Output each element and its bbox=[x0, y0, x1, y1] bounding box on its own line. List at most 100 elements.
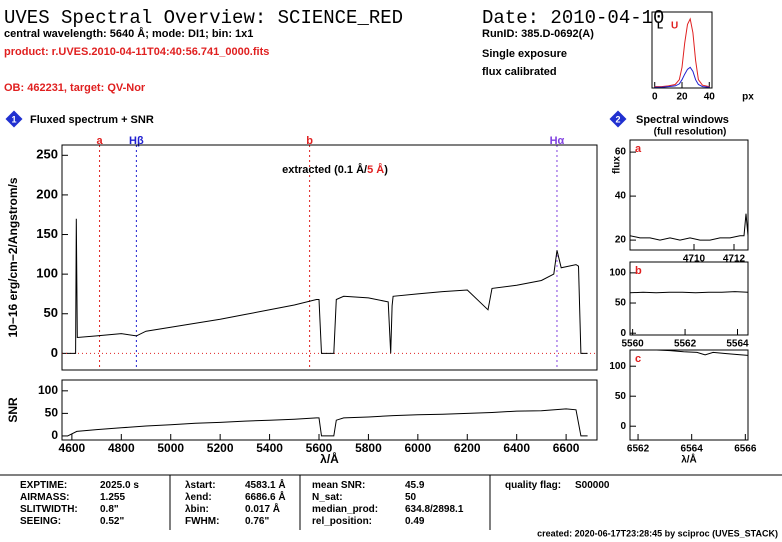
marker-label: b bbox=[306, 135, 313, 147]
x-tick-label: 6566 bbox=[734, 444, 757, 455]
x-tick-label: 6400 bbox=[503, 441, 530, 455]
x-tick-label: 6562 bbox=[627, 444, 650, 455]
note: Single exposure bbox=[482, 48, 567, 60]
footer-label: EXPTIME: bbox=[20, 480, 68, 491]
profile-label: U bbox=[671, 21, 678, 32]
series-line bbox=[630, 291, 748, 294]
frame bbox=[61, 379, 598, 441]
annotation-part: extracted (0.1 Å/ bbox=[282, 163, 367, 176]
x-axis-label: λ/Å bbox=[320, 451, 339, 466]
y-tick-label: 50 bbox=[615, 391, 627, 402]
x-tick-label: 6200 bbox=[454, 441, 481, 455]
plot-area bbox=[654, 17, 710, 88]
plot-area bbox=[67, 408, 588, 437]
x-tick-label: 4712 bbox=[723, 254, 746, 265]
footer-label: λbin: bbox=[185, 504, 209, 515]
footer-value: 45.9 bbox=[405, 480, 425, 491]
badge bbox=[609, 110, 627, 128]
series-line bbox=[630, 213, 748, 241]
footer-value: 0.8" bbox=[100, 504, 119, 515]
footer-value: 4583.1 Å bbox=[245, 480, 286, 491]
x-tick-label: 4800 bbox=[108, 441, 135, 455]
section-title: Spectral windows bbox=[636, 114, 729, 126]
y-tick-label: 0 bbox=[51, 428, 58, 442]
x-tick-label: 6600 bbox=[553, 441, 580, 455]
footer-value: S00000 bbox=[575, 480, 610, 491]
marker-label: a bbox=[96, 135, 103, 147]
footer-value: 0.017 Å bbox=[245, 504, 281, 515]
footer-value: 0.52" bbox=[100, 516, 125, 527]
y-tick-label: 20 bbox=[615, 235, 627, 246]
footer-label: median_prod: bbox=[312, 504, 379, 515]
footer-value: 0.49 bbox=[405, 516, 425, 527]
y-tick-label: 50 bbox=[45, 406, 59, 420]
footer-label: AIRMASS: bbox=[20, 492, 70, 503]
frame bbox=[629, 139, 749, 251]
footer-value: 634.8/2898.1 bbox=[405, 504, 464, 515]
badge-num: 2 bbox=[615, 114, 620, 124]
footer-label: λend: bbox=[185, 492, 212, 503]
title: UVES Spectral Overview: SCIENCE_RED bbox=[4, 7, 403, 29]
y-tick-label: 50 bbox=[44, 305, 58, 320]
window-title: c bbox=[635, 353, 641, 365]
footer-value: 1.255 bbox=[100, 492, 126, 503]
x-tick-label: 0 bbox=[652, 92, 658, 103]
y-tick-label: 0 bbox=[620, 328, 626, 339]
plot-area bbox=[630, 213, 748, 241]
x-axis-label: λ/Å bbox=[681, 453, 697, 466]
plot-area bbox=[630, 291, 748, 294]
x-tick-label: 20 bbox=[676, 92, 688, 103]
y-tick-label: 0 bbox=[620, 421, 626, 432]
window-title: b bbox=[635, 265, 642, 277]
x-tick-label: 5200 bbox=[207, 441, 234, 455]
x-tick-label: 4710 bbox=[683, 254, 706, 265]
annotation-part: 5 Å bbox=[367, 163, 384, 176]
marker-label: Hα bbox=[550, 135, 565, 147]
frame bbox=[629, 261, 749, 336]
y-tick-label: 200 bbox=[36, 186, 58, 201]
x-tick-label: 5562 bbox=[674, 339, 697, 350]
date: Date: 2010-04-10 bbox=[482, 7, 664, 29]
badge-num: 1 bbox=[11, 114, 16, 124]
product: product: r.UVES.2010-04-11T04:40:56.741_… bbox=[4, 46, 269, 58]
x-tick-label: 6564 bbox=[681, 444, 704, 455]
y-tick-label: 40 bbox=[615, 191, 627, 202]
footer-label: λstart: bbox=[185, 480, 216, 491]
y-tick-label: 100 bbox=[36, 266, 58, 281]
footer-label: N_sat: bbox=[312, 492, 343, 503]
runid: RunID: 385.D-0692(A) bbox=[482, 28, 594, 40]
footer-label: quality flag: bbox=[505, 480, 562, 491]
x-axis-label: px bbox=[742, 92, 754, 103]
x-tick-label: 5000 bbox=[157, 441, 184, 455]
footer-label: mean SNR: bbox=[312, 480, 366, 491]
x-tick-label: 5600 bbox=[306, 441, 333, 455]
ob: OB: 462231, target: QV-Nor bbox=[4, 82, 146, 94]
y-tick-label: 250 bbox=[36, 147, 58, 162]
badge bbox=[5, 110, 23, 128]
window-title: a bbox=[635, 143, 642, 155]
annotation-part: ) bbox=[384, 164, 388, 176]
x-tick-label: 5400 bbox=[256, 441, 283, 455]
series-line bbox=[654, 66, 710, 88]
footer-label: FWHM: bbox=[185, 516, 220, 527]
x-tick-label: 5564 bbox=[726, 339, 749, 350]
series-line bbox=[67, 408, 588, 437]
x-tick-label: 6000 bbox=[404, 441, 431, 455]
frame bbox=[651, 11, 713, 89]
plot-area bbox=[67, 218, 588, 354]
note: flux calibrated bbox=[482, 66, 557, 78]
section-subtitle: (full resolution) bbox=[654, 127, 727, 138]
y-tick-label: 50 bbox=[615, 298, 627, 309]
footer-value: 0.76" bbox=[245, 516, 270, 527]
section-title: Fluxed spectrum + SNR bbox=[30, 114, 154, 126]
y-tick-label: 150 bbox=[36, 226, 58, 241]
profile-label: L bbox=[657, 21, 663, 32]
y-tick-label: 100 bbox=[38, 383, 58, 397]
x-tick-label: 4600 bbox=[59, 441, 86, 455]
y-axis-label: flux bbox=[612, 156, 623, 174]
footer-label: rel_position: bbox=[312, 516, 373, 527]
series-line bbox=[630, 350, 748, 356]
x-tick-label: 40 bbox=[704, 92, 716, 103]
